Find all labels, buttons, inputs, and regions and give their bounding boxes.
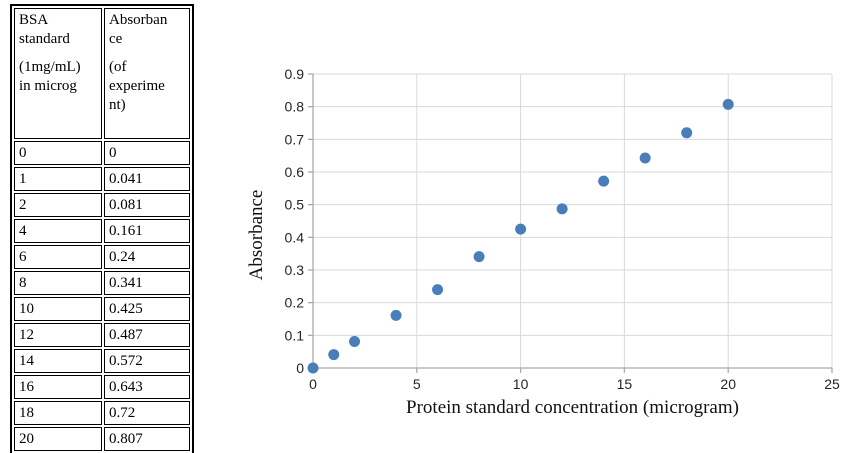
y-tick-label: 0.8 bbox=[285, 99, 305, 115]
y-tick-label: 0.1 bbox=[285, 327, 305, 343]
absorbance-cell: 0.425 bbox=[104, 297, 190, 321]
bsa-standard-cell: 18 bbox=[14, 401, 102, 425]
data-point bbox=[328, 349, 340, 361]
data-point bbox=[515, 223, 527, 235]
absorbance-cell: 0.572 bbox=[104, 349, 190, 373]
bsa-standard-cell: 1 bbox=[14, 167, 102, 191]
x-tick-label: 15 bbox=[617, 376, 633, 392]
bsa-standard-cell: 0 bbox=[14, 141, 102, 165]
x-tick-label: 10 bbox=[513, 376, 529, 392]
bsa-standard-cell: 8 bbox=[14, 271, 102, 295]
bsa-standard-cell: 2 bbox=[14, 193, 102, 217]
x-tick-label: 5 bbox=[413, 376, 421, 392]
x-tick-label: 25 bbox=[824, 376, 840, 392]
header-line: nt) bbox=[109, 97, 126, 113]
header-line: experime bbox=[109, 78, 165, 94]
y-tick-label: 0.3 bbox=[285, 262, 305, 278]
bsa-standard-cell: 16 bbox=[14, 375, 102, 399]
data-point bbox=[473, 251, 485, 263]
table-row: 16 0.643 bbox=[14, 375, 190, 399]
absorbance-cell: 0.341 bbox=[104, 271, 190, 295]
x-tick-label: 20 bbox=[720, 376, 736, 392]
table-row: 6 0.24 bbox=[14, 245, 190, 269]
data-point bbox=[349, 336, 361, 348]
table-row: 12 0.487 bbox=[14, 323, 190, 347]
data-point bbox=[639, 152, 651, 164]
y-tick-label: 0.5 bbox=[285, 197, 305, 213]
table-header-cell: Absorban ce (of experime nt) bbox=[104, 8, 190, 139]
data-point bbox=[390, 309, 402, 321]
header-line: (1mg/mL) bbox=[19, 59, 81, 75]
table-row: 14 0.572 bbox=[14, 349, 190, 373]
header-line: standard bbox=[19, 31, 70, 47]
x-axis-title: Protein standard concentration (microgra… bbox=[406, 397, 739, 418]
y-axis-title: Absorbance bbox=[246, 190, 267, 281]
bsa-standard-cell: 10 bbox=[14, 297, 102, 321]
absorbance-cell: 0.643 bbox=[104, 375, 190, 399]
data-point bbox=[722, 98, 734, 110]
y-tick-label: 0.4 bbox=[285, 229, 305, 245]
absorbance-cell: 0.807 bbox=[104, 427, 190, 451]
table-row: 2 0.081 bbox=[14, 193, 190, 217]
header-line: ce bbox=[109, 31, 123, 47]
table-row: 1 0.041 bbox=[14, 167, 190, 191]
y-tick-label: 0.2 bbox=[285, 295, 305, 311]
table-header-cell: BSA standard (1mg/mL) in microg bbox=[14, 8, 102, 139]
absorbance-cell: 0.487 bbox=[104, 323, 190, 347]
bsa-standard-cell: 6 bbox=[14, 245, 102, 269]
y-tick-label: 0.6 bbox=[285, 164, 305, 180]
header-line: (of bbox=[109, 59, 127, 75]
table-row: 20 0.807 bbox=[14, 427, 190, 451]
absorbance-cell: 0.041 bbox=[104, 167, 190, 191]
absorbance-cell: 0.72 bbox=[104, 401, 190, 425]
y-tick-label: 0.9 bbox=[285, 66, 305, 82]
absorbance-cell: 0 bbox=[104, 141, 190, 165]
bsa-standard-cell: 4 bbox=[14, 219, 102, 243]
header-line: BSA bbox=[19, 12, 49, 28]
absorbance-cell: 0.161 bbox=[104, 219, 190, 243]
table-row: 8 0.341 bbox=[14, 271, 190, 295]
data-point bbox=[598, 175, 610, 187]
header-line: Absorban bbox=[109, 12, 168, 28]
header-line: in microg bbox=[19, 78, 77, 94]
data-point bbox=[432, 284, 444, 296]
table-header-row: BSA standard (1mg/mL) in microg Absorban ce (o… bbox=[14, 8, 190, 139]
y-tick-label: 0.7 bbox=[285, 131, 305, 147]
data-point bbox=[556, 203, 568, 215]
table-row: 4 0.161 bbox=[14, 219, 190, 243]
y-tick-label: 0 bbox=[296, 360, 304, 376]
bsa-standard-cell: 14 bbox=[14, 349, 102, 373]
bsa-standard-cell: 12 bbox=[14, 323, 102, 347]
data-point bbox=[307, 362, 319, 374]
absorbance-cell: 0.24 bbox=[104, 245, 190, 269]
absorbance-cell: 0.081 bbox=[104, 193, 190, 217]
table-row: 10 0.425 bbox=[14, 297, 190, 321]
bsa-absorbance-table: BSA standard (1mg/mL) in microg Absorban ce (o… bbox=[10, 4, 194, 453]
x-tick-label: 0 bbox=[309, 376, 317, 392]
table-row: 18 0.72 bbox=[14, 401, 190, 425]
data-point bbox=[681, 127, 693, 139]
table-body: BSA standard (1mg/mL) in microg Absorban ce (o… bbox=[14, 8, 190, 451]
bsa-standard-cell: 20 bbox=[14, 427, 102, 451]
